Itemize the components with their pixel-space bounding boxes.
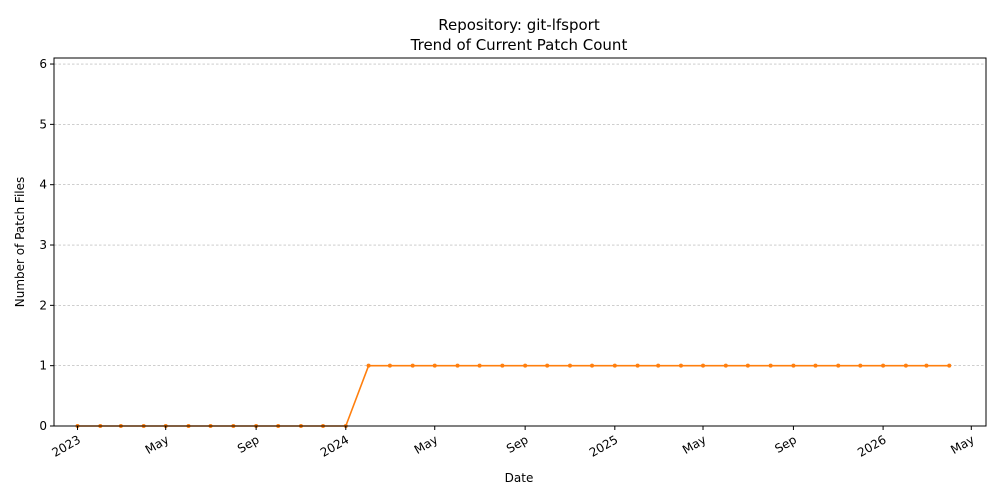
y-axis: 0 1 2 3 4 5 6 (39, 57, 54, 433)
data-point (881, 363, 886, 368)
data-point (477, 363, 482, 368)
data-point (523, 363, 528, 368)
data-point (432, 363, 437, 368)
x-axis: 2023 May Sep 2024 May Sep 2025 May Sep 2026 May (50, 426, 977, 460)
x-tick-label: Sep (235, 432, 262, 455)
x-tick-label: May (143, 432, 171, 457)
x-tick-label: May (948, 432, 976, 457)
data-point (791, 363, 796, 368)
y-tick-label: 4 (39, 178, 47, 192)
data-point (590, 363, 595, 368)
x-tick-label: May (680, 432, 708, 457)
data-point (768, 363, 773, 368)
x-tick-label: 2024 (318, 432, 351, 459)
x-tick-label: Sep (772, 432, 799, 455)
x-axis-label: Date (505, 471, 534, 485)
x-tick-label: 2023 (50, 432, 83, 459)
data-point (635, 363, 640, 368)
series-line (77, 364, 950, 427)
plot-frame (53, 57, 987, 427)
y-axis-label: Number of Patch Files (13, 177, 27, 308)
data-point (723, 363, 728, 368)
data-point (813, 363, 818, 368)
x-tick-label: 2025 (587, 432, 620, 459)
y-tick-label: 2 (39, 298, 47, 312)
data-point (455, 363, 460, 368)
data-point (947, 363, 952, 368)
data-point (567, 363, 572, 368)
y-gridlines (54, 63, 986, 427)
data-point (366, 363, 371, 368)
chart-title: Repository: git-lfsport (438, 16, 600, 34)
data-point (678, 363, 683, 368)
y-tick-label: 0 (39, 419, 47, 433)
data-point (903, 363, 908, 368)
chart-subtitle: Trend of Current Patch Count (410, 36, 628, 54)
data-point (836, 363, 841, 368)
series-group (75, 363, 952, 428)
x-tick-label: May (412, 432, 440, 457)
data-point (410, 363, 415, 368)
data-point (924, 363, 929, 368)
y-tick-label: 6 (39, 57, 47, 71)
x-tick-label: 2026 (855, 432, 888, 459)
y-tick-label: 5 (39, 117, 47, 131)
data-point (745, 363, 750, 368)
x-tick-label: Sep (504, 432, 531, 455)
data-point (656, 363, 661, 368)
data-point (858, 363, 863, 368)
data-point (387, 363, 392, 368)
data-point (545, 363, 550, 368)
y-tick-label: 1 (39, 359, 47, 373)
data-point (612, 363, 617, 368)
data-point (701, 363, 706, 368)
y-tick-label: 3 (39, 238, 47, 252)
data-point (500, 363, 505, 368)
